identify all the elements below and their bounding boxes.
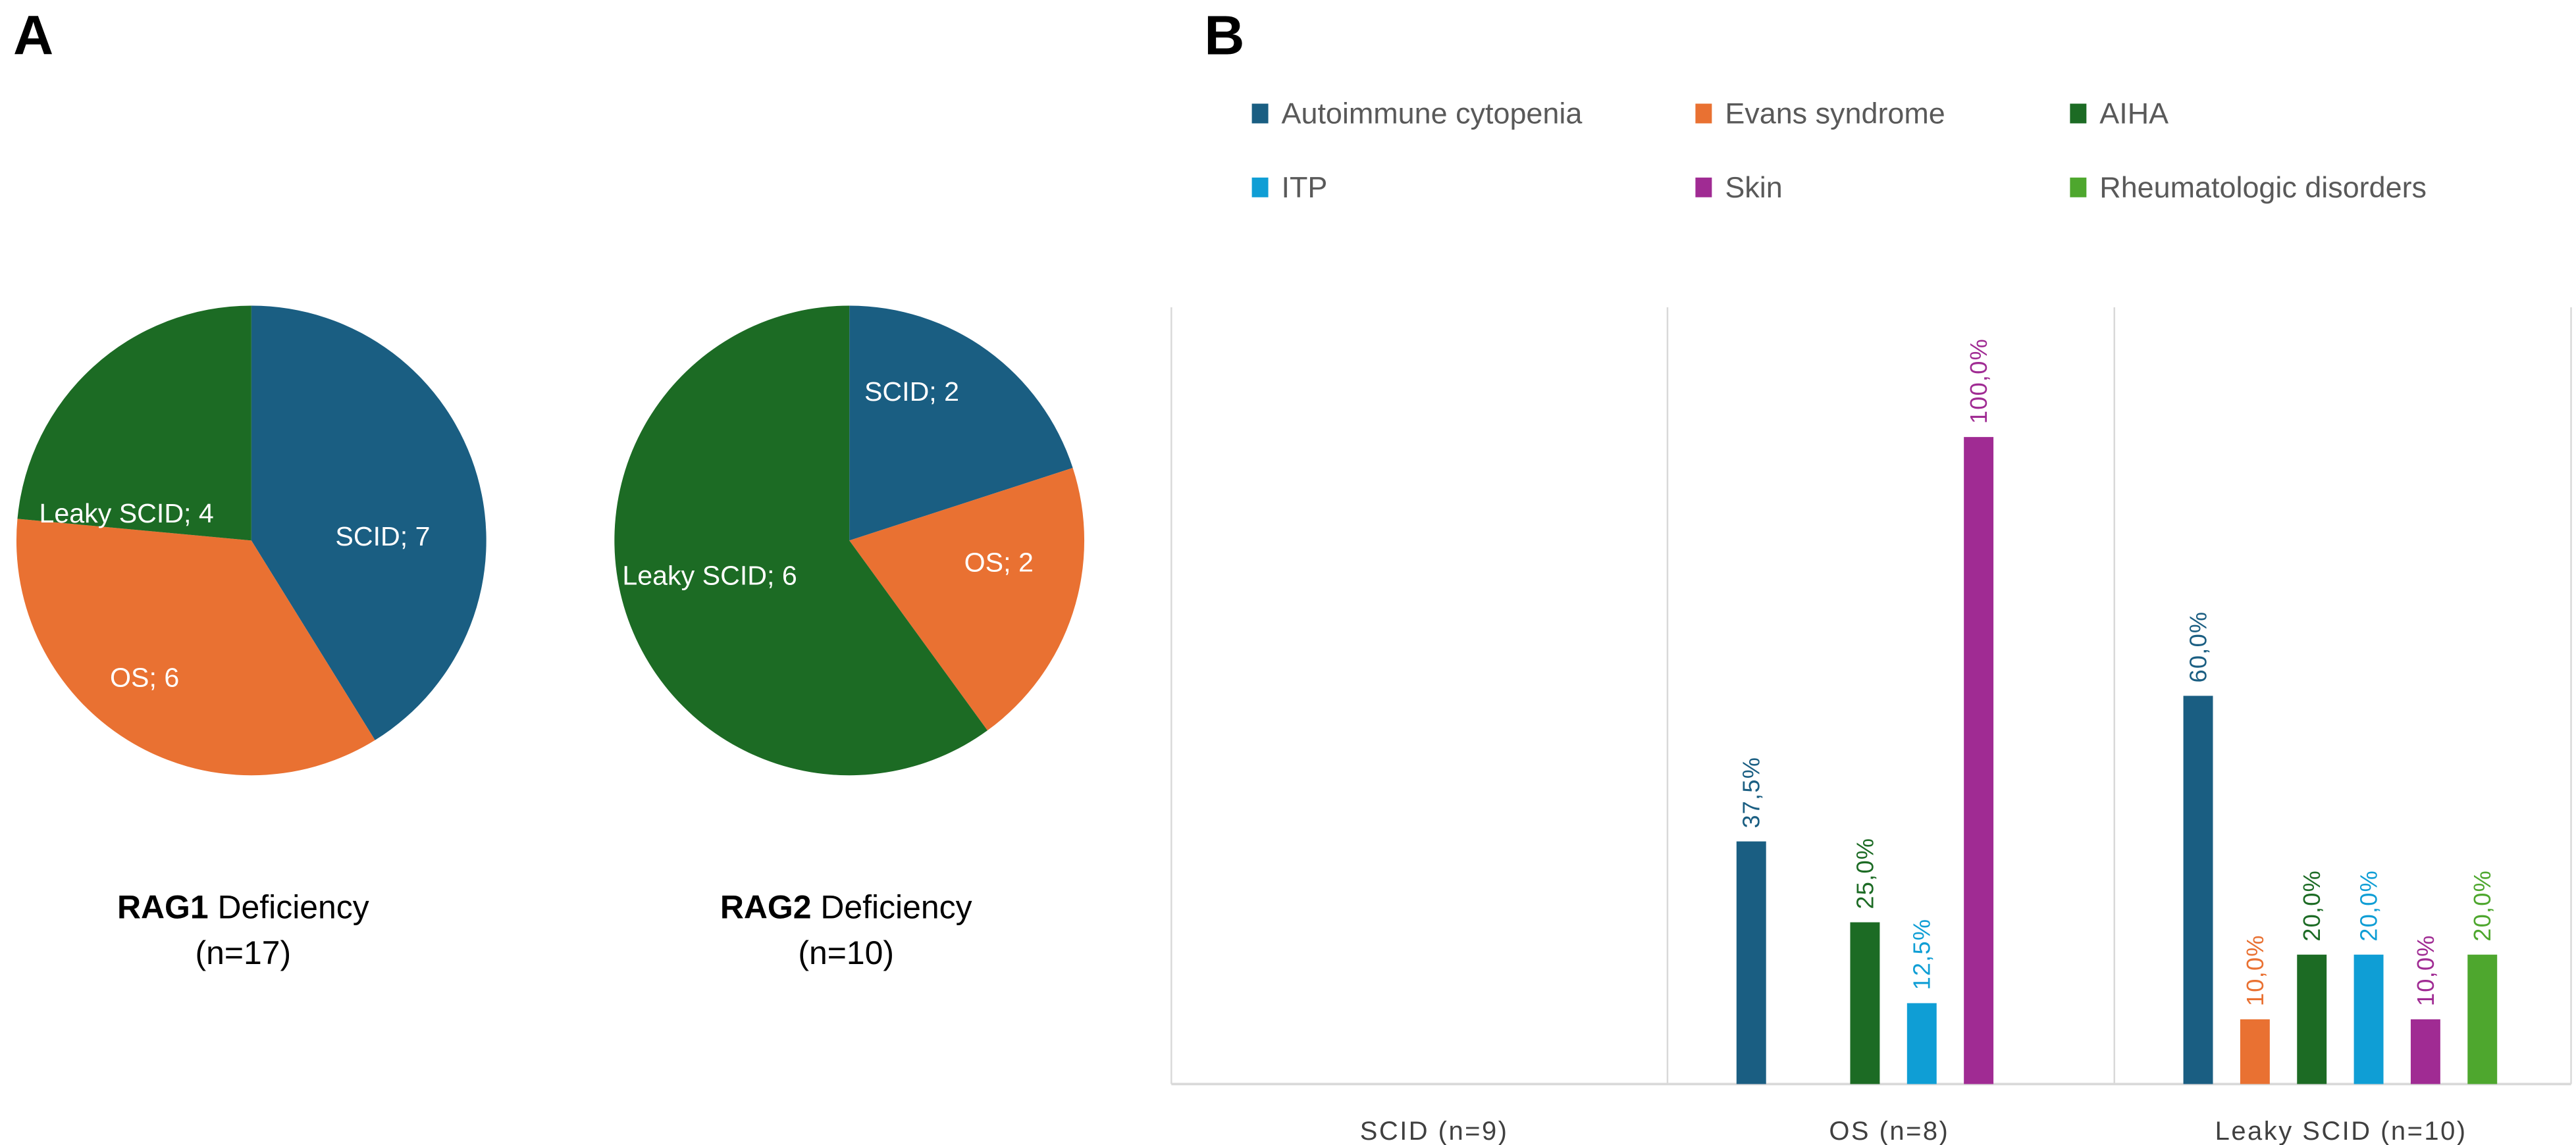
data-label-evans-syndrome-leaky-scid-n-10: 10,0% bbox=[2242, 934, 2269, 1006]
pie-label-leaky-scid: Leaky SCID; 4 bbox=[39, 498, 213, 528]
legend-item-autoimmune-cytopenia: Autoimmune cytopenia bbox=[1251, 96, 1583, 130]
legend-swatch bbox=[1695, 103, 1712, 124]
panel-label-b: B bbox=[1204, 4, 1244, 66]
panel-label-a: A bbox=[13, 4, 53, 66]
bar-rheumatologic-disorders-leaky-scid-n-10 bbox=[2467, 954, 2498, 1084]
legend-label: Autoimmune cytopenia bbox=[1282, 96, 1583, 130]
legend-label: AIHA bbox=[2099, 96, 2169, 130]
data-label-rheumatologic-disorders-leaky-scid-n-10: 20,0% bbox=[2469, 870, 2496, 942]
rag2-pie-subtitle: (n=10) bbox=[798, 934, 894, 971]
pie-label-scid: SCID; 2 bbox=[864, 376, 959, 407]
bar-chart: SCID (n=9) OS (n=8) Leaky SCID (n=10) 37,5%… bbox=[1170, 307, 2572, 1145]
legend-swatch bbox=[2070, 177, 2087, 197]
rag2-pie-chart: SCID; 2 OS; 2 Leaky SCID; 6 bbox=[614, 305, 1085, 776]
bar-chart-legend: Autoimmune cytopenia Evans syndrome AIHA IT… bbox=[1251, 96, 2427, 204]
pie-label-os: OS; 2 bbox=[964, 547, 1034, 578]
pie-slice-os bbox=[16, 519, 375, 776]
rag1-pie-chart: SCID; 7 OS; 6 Leaky SCID; 4 bbox=[16, 305, 486, 776]
rag1-title-bold: RAG1 bbox=[117, 888, 209, 925]
pie-slice-scid bbox=[849, 305, 1073, 541]
bar-itp-os-n-8 bbox=[1906, 1003, 1937, 1084]
legend-swatch bbox=[1251, 177, 1269, 197]
legend-item-rheumatologic-disorders: Rheumatologic disorders bbox=[2070, 170, 2427, 204]
legend-label: Rheumatologic disorders bbox=[2099, 170, 2427, 204]
rag1-title-rest: Deficiency bbox=[209, 888, 369, 925]
pie-label-leaky-scid: Leaky SCID; 6 bbox=[622, 561, 797, 591]
data-label-autoimmune-cytopenia-os-n-8: 37,5% bbox=[1738, 757, 1765, 828]
rag2-pie-title: RAG2 Deficiency bbox=[720, 888, 972, 925]
bar-evans-syndrome-leaky-scid-n-10 bbox=[2240, 1019, 2270, 1084]
pie-slice-leaky-scid bbox=[17, 305, 251, 541]
bar-aiha-leaky-scid-n-10 bbox=[2297, 954, 2327, 1084]
legend-label: Skin bbox=[1725, 170, 1782, 204]
bar-aiha-os-n-8 bbox=[1850, 922, 1880, 1084]
data-label-aiha-os-n-8: 25,0% bbox=[1851, 838, 1878, 909]
legend-item-itp: ITP bbox=[1251, 170, 1328, 204]
legend-label: ITP bbox=[1282, 170, 1328, 204]
pie-label-scid: SCID; 7 bbox=[335, 521, 430, 551]
data-label-autoimmune-cytopenia-leaky-scid-n-10: 60,0% bbox=[2185, 611, 2212, 683]
legend-swatch bbox=[1251, 103, 1269, 124]
rag1-pie-subtitle: (n=17) bbox=[196, 934, 292, 971]
legend-label: Evans syndrome bbox=[1725, 96, 1945, 130]
data-label-skin-leaky-scid-n-10: 10,0% bbox=[2412, 934, 2439, 1006]
legend-item-skin: Skin bbox=[1695, 170, 1783, 204]
bar-skin-os-n-8 bbox=[1964, 437, 1994, 1084]
data-label-itp-os-n-8: 12,5% bbox=[1908, 919, 1935, 990]
bar-autoimmune-cytopenia-os-n-8 bbox=[1736, 841, 1766, 1084]
rag2-title-bold: RAG2 bbox=[720, 888, 812, 925]
data-label-aiha-leaky-scid-n-10: 20,0% bbox=[2298, 870, 2325, 942]
legend-item-aiha: AIHA bbox=[2070, 96, 2169, 130]
data-label-itp-leaky-scid-n-10: 20,0% bbox=[2355, 870, 2382, 942]
legend-swatch bbox=[1695, 177, 1712, 197]
data-label-skin-os-n-8: 100,0% bbox=[1965, 338, 1992, 424]
legend-item-evans-syndrome: Evans syndrome bbox=[1695, 96, 1945, 130]
pie-slice-leaky-scid bbox=[614, 305, 987, 776]
rag1-pie-title: RAG1 Deficiency bbox=[117, 888, 369, 925]
bar-skin-leaky-scid-n-10 bbox=[2410, 1019, 2440, 1084]
bar-itp-leaky-scid-n-10 bbox=[2353, 954, 2384, 1084]
bar-autoimmune-cytopenia-leaky-scid-n-10 bbox=[2183, 696, 2213, 1084]
pie-label-os: OS; 6 bbox=[110, 662, 179, 692]
rag2-title-rest: Deficiency bbox=[811, 888, 972, 925]
x-tick-label-os-n-8: OS (n=8) bbox=[1829, 1117, 1949, 1145]
x-tick-label-leaky-scid-n-10: Leaky SCID (n=10) bbox=[2215, 1117, 2467, 1145]
pie-slice-scid bbox=[251, 305, 486, 740]
x-tick-label-scid-n-9: SCID (n=9) bbox=[1360, 1117, 1509, 1145]
legend-swatch bbox=[2070, 103, 2087, 124]
pie-slice-os bbox=[849, 468, 1085, 731]
